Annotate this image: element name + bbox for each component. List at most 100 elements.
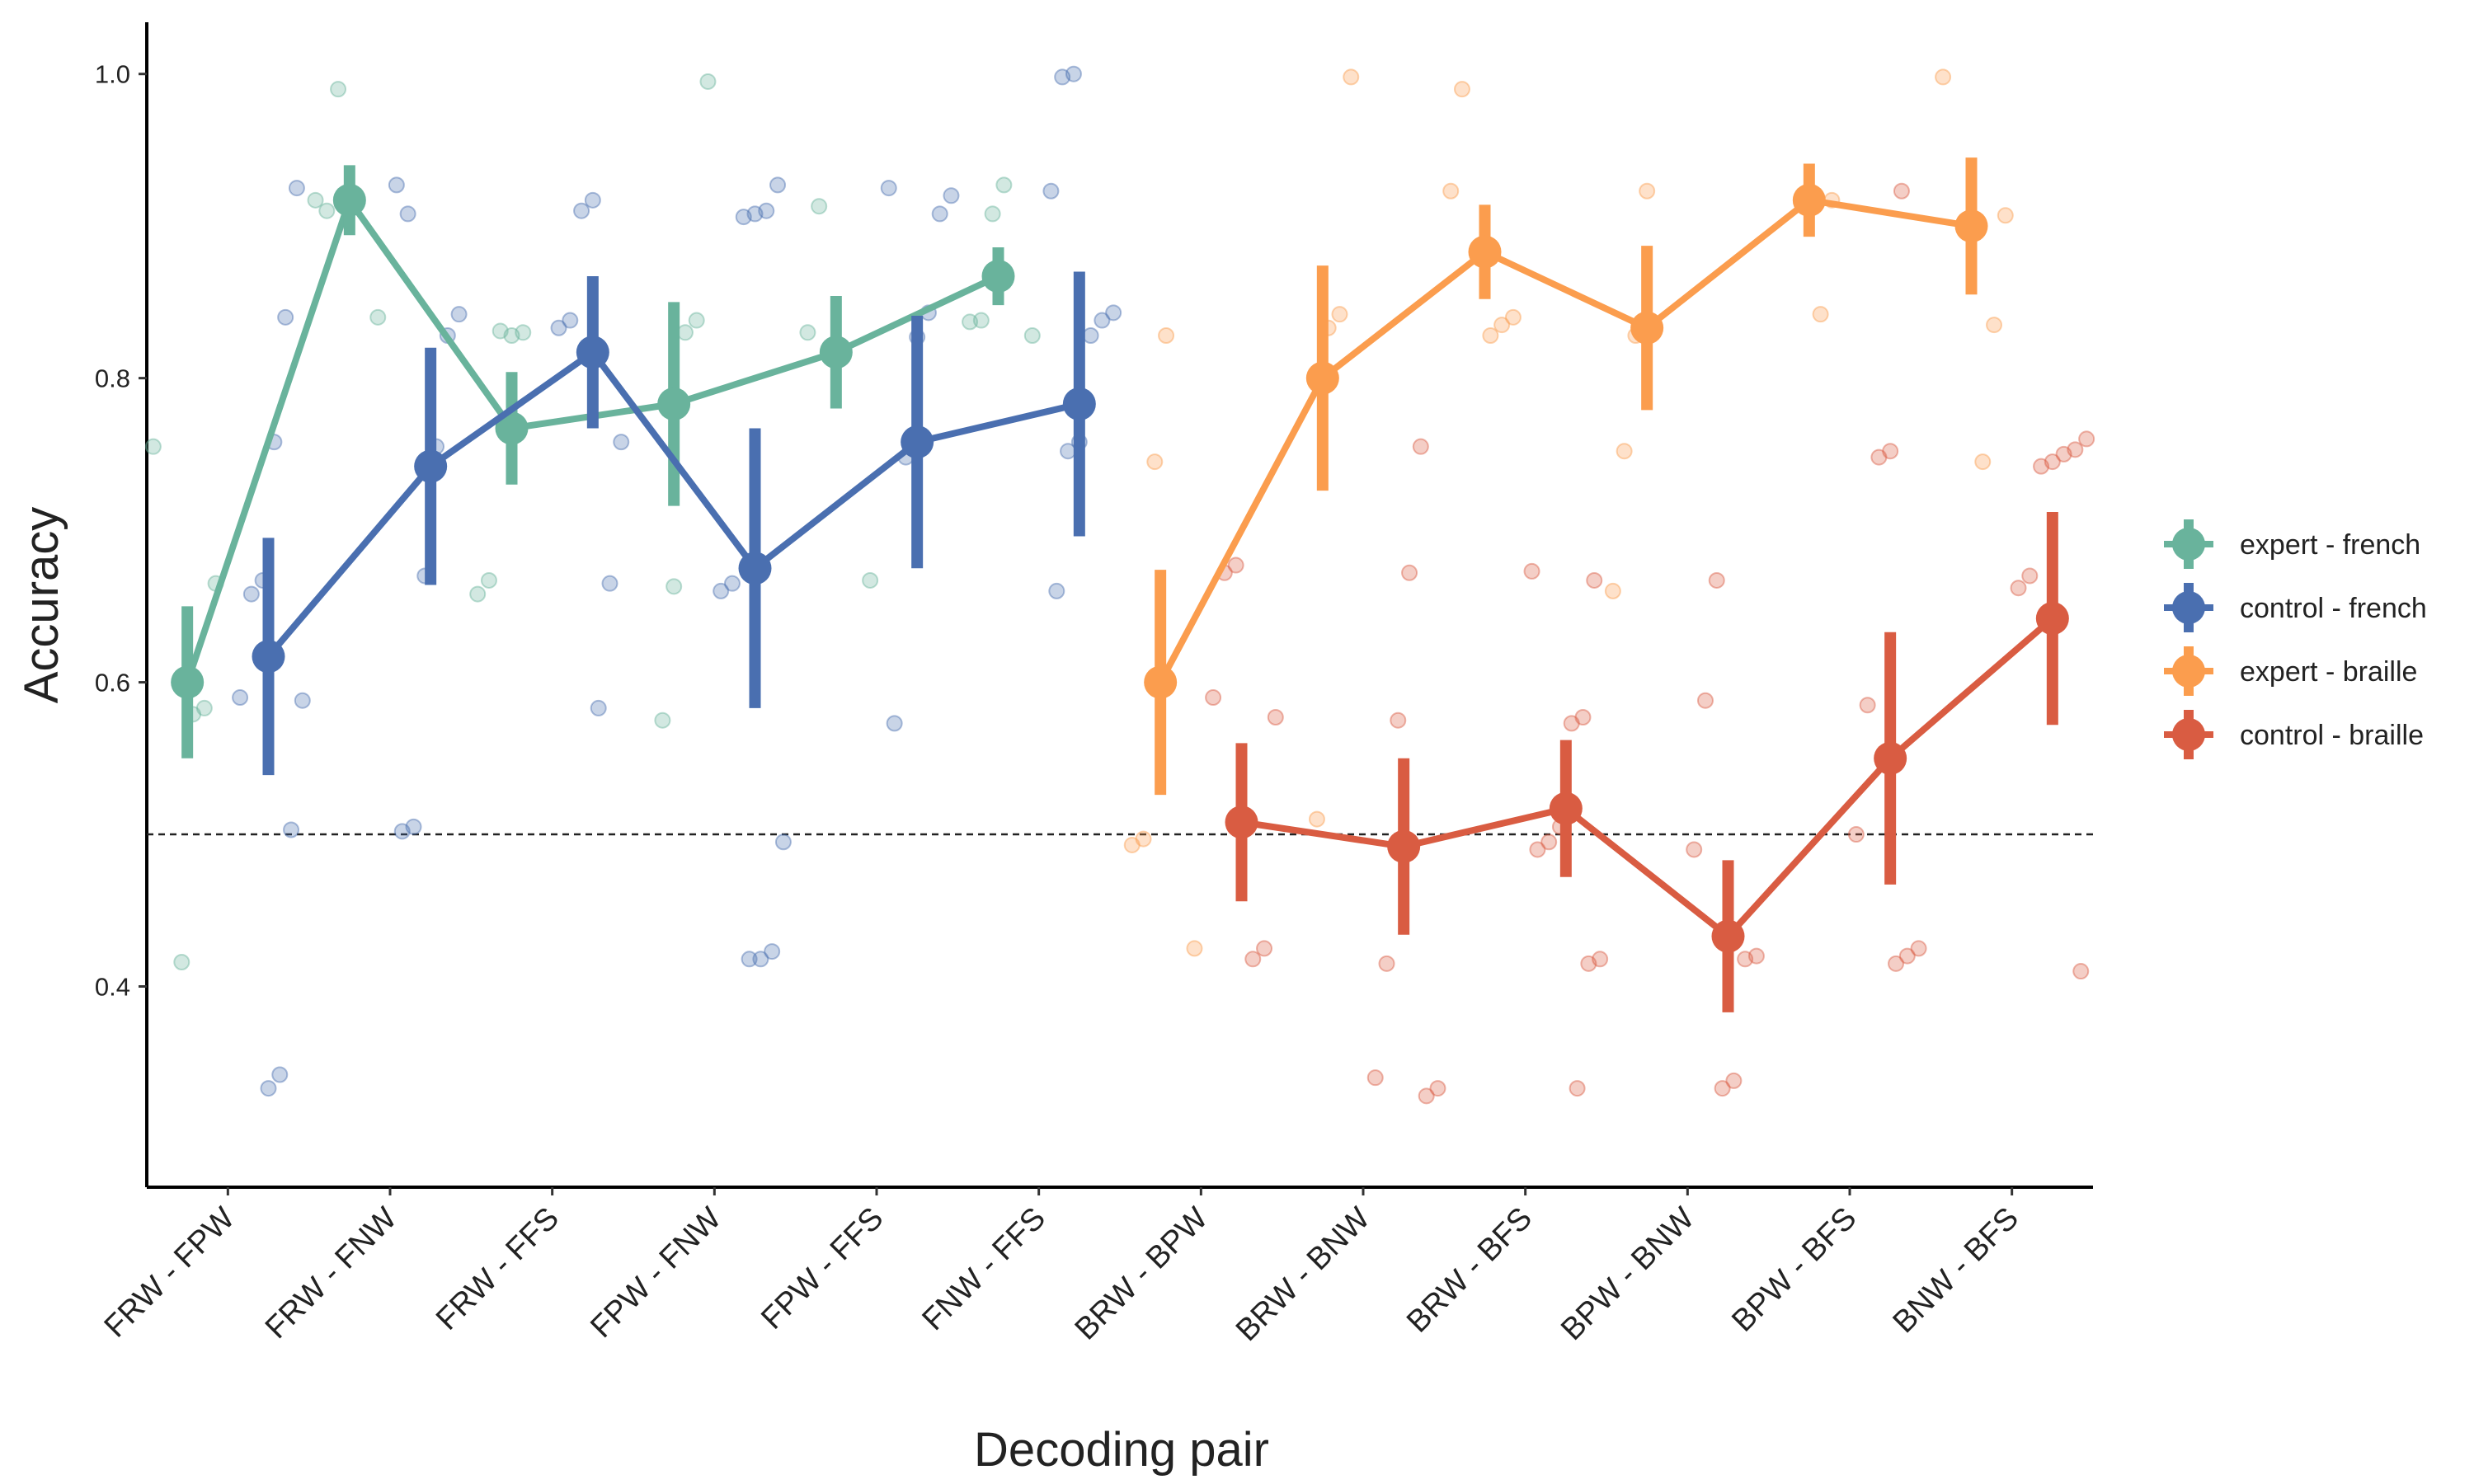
raw-point — [1574, 709, 1592, 726]
raw-point — [173, 953, 190, 970]
raw-point — [1616, 443, 1633, 460]
raw-point — [288, 180, 305, 197]
raw-point — [654, 711, 671, 729]
raw-point — [2033, 458, 2050, 475]
raw-point — [1186, 940, 1203, 957]
raw-point — [1390, 711, 1407, 729]
raw-point — [1244, 951, 1262, 968]
raw-point — [1123, 836, 1141, 853]
raw-point — [862, 571, 879, 589]
raw-point — [613, 434, 630, 451]
raw-point — [676, 324, 694, 341]
raw-point — [1493, 317, 1511, 334]
mean-point — [1305, 361, 1339, 395]
mean-point — [252, 640, 285, 674]
mean-point — [1954, 209, 1988, 243]
mean-point — [1874, 741, 1907, 775]
raw-point — [1146, 453, 1164, 471]
raw-point — [1331, 306, 1348, 323]
legend-point — [2172, 591, 2205, 624]
raw-point — [1686, 841, 1703, 858]
raw-point — [972, 312, 990, 329]
raw-point — [1308, 810, 1325, 828]
raw-point — [1401, 564, 1418, 581]
raw-point — [562, 312, 579, 329]
x-tick-label: BRW - BFS — [1400, 1201, 1539, 1340]
raw-point — [1708, 571, 1725, 589]
raw-point — [1158, 326, 1175, 344]
raw-point — [2021, 567, 2039, 585]
raw-point — [1910, 940, 1927, 957]
raw-point — [880, 180, 897, 197]
mean-point — [901, 425, 934, 459]
raw-point — [1094, 312, 1111, 329]
raw-point — [1227, 556, 1244, 574]
raw-point — [769, 176, 787, 194]
y-axis-title: Accuracy — [15, 507, 68, 704]
raw-point — [2010, 580, 2027, 597]
raw-point — [1504, 308, 1522, 326]
raw-point — [943, 187, 960, 204]
x-tick-label: FRW - FPW — [98, 1201, 242, 1345]
raw-point — [758, 202, 775, 219]
raw-point — [1366, 1069, 1384, 1087]
raw-point — [774, 834, 792, 851]
legend-label: control - braille — [2240, 720, 2424, 751]
raw-point — [330, 81, 347, 98]
raw-point — [1569, 1080, 1586, 1097]
raw-point — [307, 191, 324, 209]
raw-point — [995, 176, 1013, 194]
raw-point — [1343, 68, 1360, 86]
raw-point — [1060, 443, 1077, 460]
mean-point — [1468, 235, 1502, 269]
raw-point — [195, 699, 213, 716]
series-line — [266, 347, 1080, 659]
x-tick-label: FRW - FNW — [259, 1201, 404, 1346]
raw-point — [1997, 207, 2014, 224]
raw-point — [2067, 441, 2084, 458]
raw-point — [1378, 955, 1395, 972]
raw-point — [492, 322, 509, 340]
raw-point — [886, 715, 903, 732]
legend-label: expert - braille — [2240, 656, 2417, 688]
raw-point — [713, 582, 730, 599]
series-line — [1157, 196, 1973, 684]
raw-point — [699, 73, 717, 90]
raw-point — [1714, 1080, 1731, 1097]
raw-point — [144, 438, 162, 455]
raw-point — [1054, 68, 1071, 86]
raw-point — [1563, 715, 1580, 732]
raw-point — [1859, 697, 1876, 714]
raw-point — [469, 585, 487, 603]
raw-point — [1256, 940, 1273, 957]
mean-point — [819, 336, 853, 369]
raw-point — [1592, 951, 1609, 968]
raw-point — [1267, 709, 1284, 726]
raw-point — [2078, 430, 2095, 448]
raw-point — [746, 205, 764, 223]
raw-point — [1529, 841, 1546, 858]
y-tick-label: 0.8 — [95, 364, 130, 393]
x-tick-label: BPW - BNW — [1554, 1201, 1701, 1348]
raw-point — [1882, 443, 1899, 460]
raw-point — [283, 821, 300, 838]
raw-point — [1737, 951, 1754, 968]
mean-point — [1630, 311, 1664, 345]
mean-point — [1549, 791, 1583, 825]
x-tick-label: FPW - FFS — [755, 1201, 890, 1336]
raw-point — [388, 176, 405, 194]
y-tick-label: 0.4 — [95, 973, 130, 1002]
raw-point — [590, 699, 607, 716]
raw-point — [1898, 947, 1916, 965]
x-tick-label: BNW - BFS — [1887, 1201, 2026, 1341]
raw-point — [962, 313, 979, 331]
raw-point — [294, 692, 311, 709]
raw-point — [2055, 445, 2072, 463]
raw-point — [735, 209, 752, 226]
raw-point — [1412, 438, 1429, 455]
legend-point — [2172, 655, 2205, 688]
raw-point — [1586, 571, 1603, 589]
raw-point — [1540, 834, 1558, 851]
raw-point — [1888, 955, 1905, 972]
x-tick-label: FPW - FNW — [584, 1201, 728, 1345]
